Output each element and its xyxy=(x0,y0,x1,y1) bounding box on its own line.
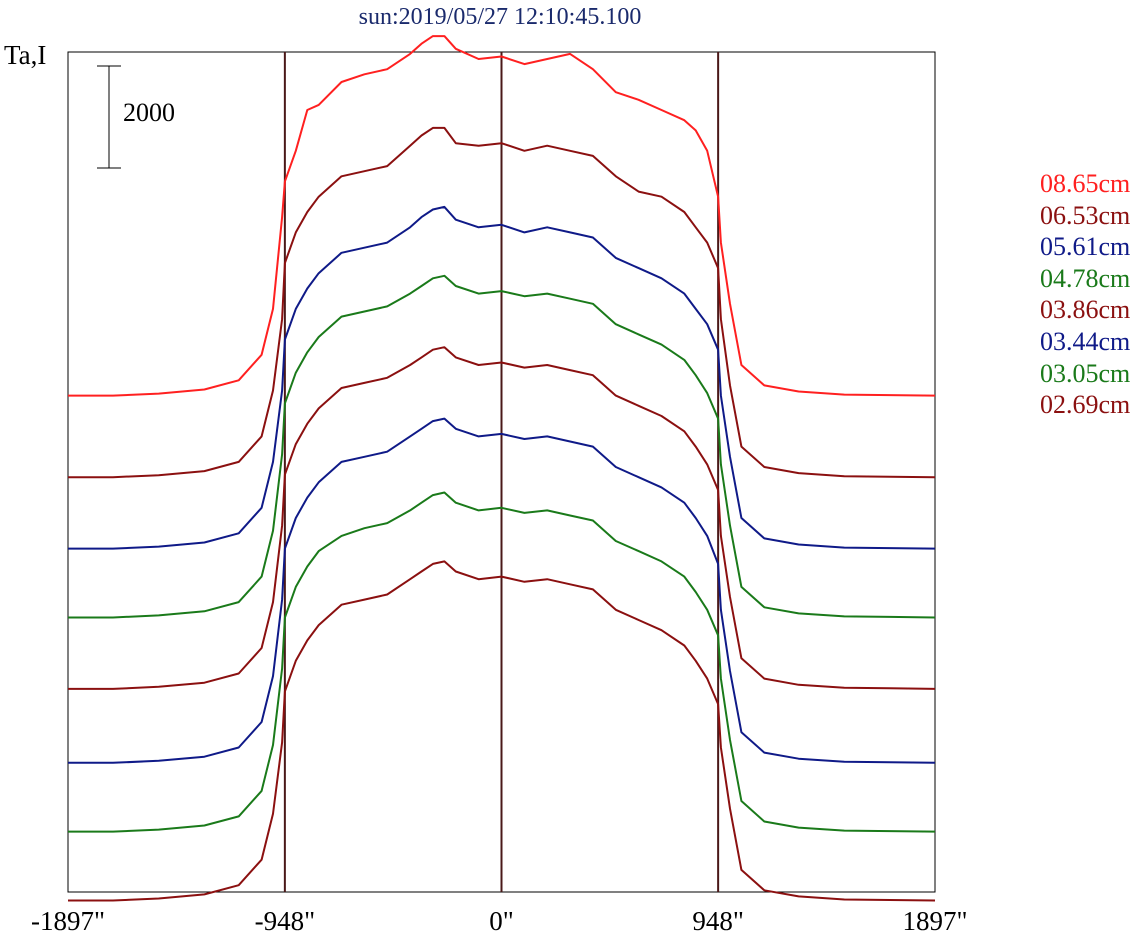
legend-item-1: 06.53cm xyxy=(1040,200,1131,230)
x-tick-label-2: 0" xyxy=(489,906,514,936)
series-line-1 xyxy=(68,126,936,479)
scale-bar xyxy=(97,65,121,169)
series-line-6 xyxy=(68,491,936,833)
legend-item-4: 03.86cm xyxy=(1040,295,1131,325)
series-line-4 xyxy=(68,346,936,690)
legend-item-7: 02.69cm xyxy=(1040,390,1131,420)
legend-item-5: 03.44cm xyxy=(1040,326,1131,356)
legend: 08.65cm 06.53cm 05.61cm 04.78cm 03.86cm 03.44… xyxy=(1040,168,1130,421)
y-axis-label: Ta,I xyxy=(4,40,47,70)
legend-item-6: 03.05cm xyxy=(1040,358,1131,388)
x-tick-label-0: -1897" xyxy=(30,906,106,936)
x-tick-label-3: 948" xyxy=(692,906,744,936)
legend-item-2: 05.61cm xyxy=(1040,232,1131,262)
legend-item-3: 04.78cm xyxy=(1040,263,1131,293)
vertical-markers xyxy=(283,52,720,892)
legend-item-0: 08.65cm xyxy=(1040,169,1131,198)
x-tick-label-4: 1897" xyxy=(902,906,968,936)
series-line-0 xyxy=(68,35,936,397)
series-lines xyxy=(68,35,936,902)
series-line-5 xyxy=(68,417,936,764)
series-line-3 xyxy=(68,274,936,619)
chart-title: sun:2019/05/27 12:10:45.100 xyxy=(358,4,642,30)
series-line-2 xyxy=(68,205,936,550)
series-line-7 xyxy=(68,560,936,902)
scale-bar-label: 2000 xyxy=(123,98,175,127)
x-tick-label-1: -948" xyxy=(254,906,316,936)
